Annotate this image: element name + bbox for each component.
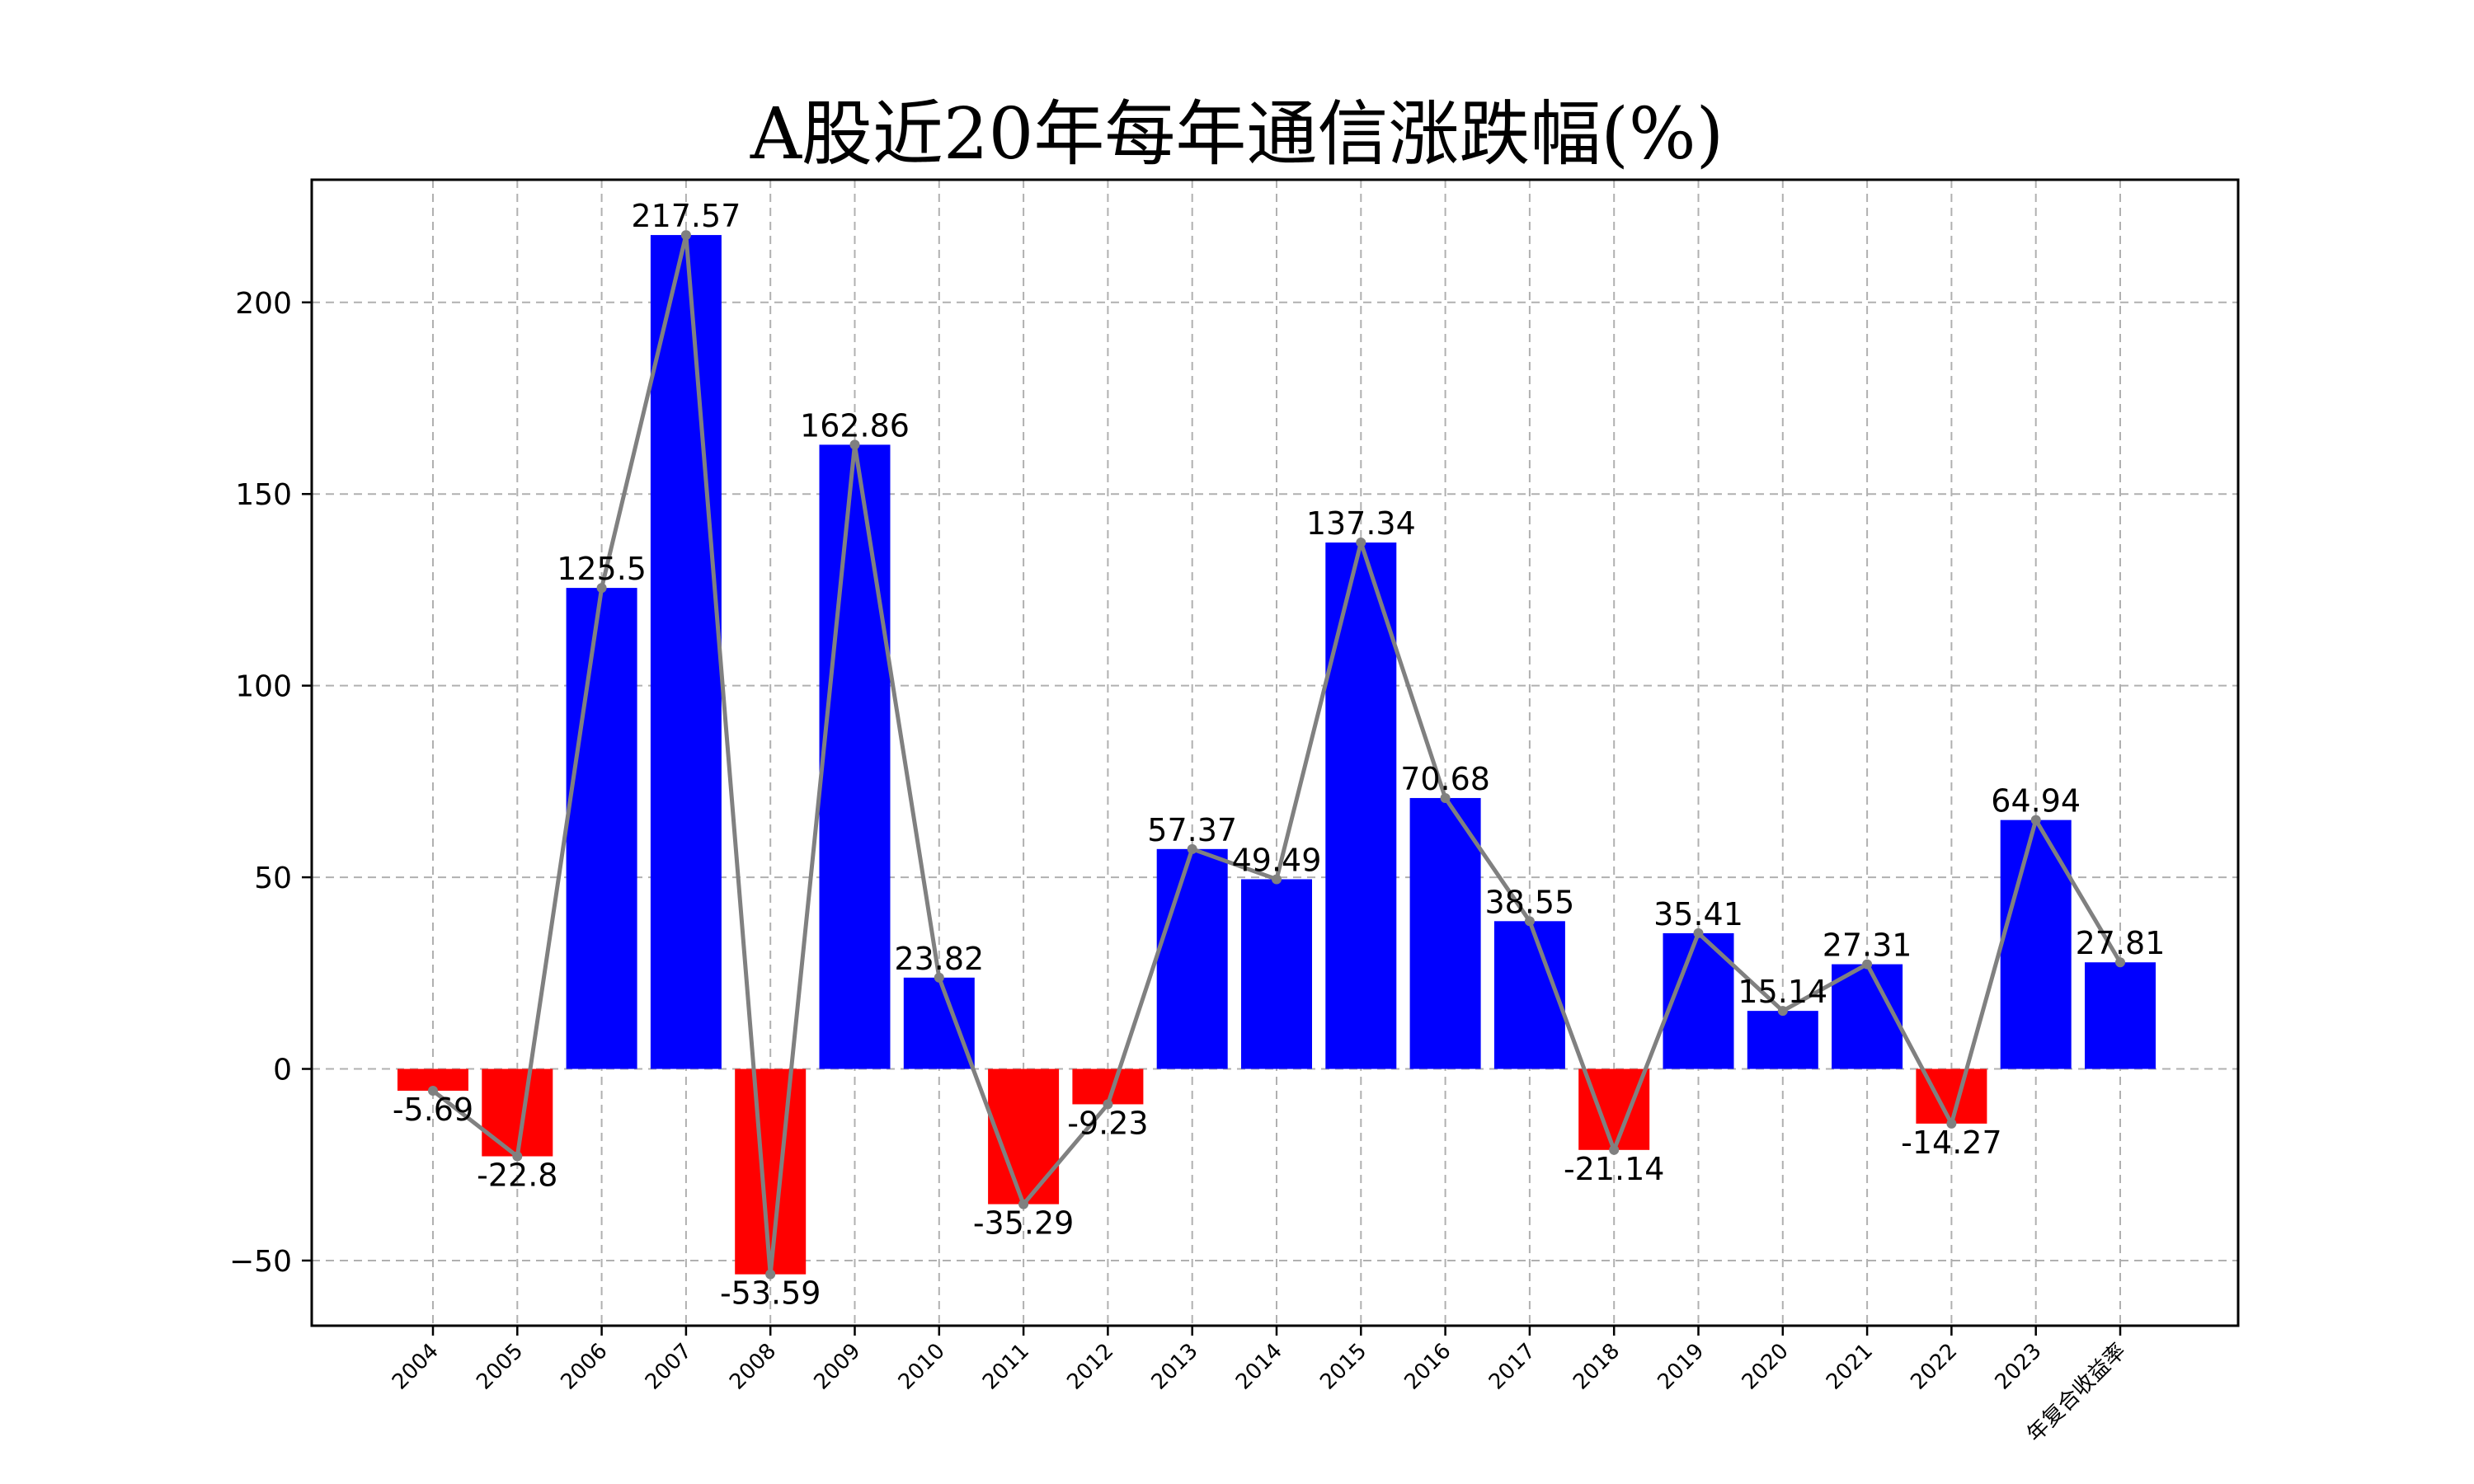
x-tick-label: 2020: [1738, 1339, 1794, 1395]
data-label: 49.49: [1232, 842, 1322, 878]
data-label: 137.34: [1306, 505, 1416, 542]
data-label: -14.27: [1901, 1125, 2002, 1161]
data-label: 125.5: [557, 551, 647, 587]
trend-point: [934, 972, 944, 983]
data-label: 38.55: [1485, 884, 1575, 920]
data-label: 23.82: [894, 941, 984, 977]
bar-2016: [1409, 797, 1481, 1069]
x-tick-label: 2005: [472, 1339, 528, 1395]
x-tick-label: 2021: [1822, 1339, 1878, 1395]
bar-年复合收益率: [2085, 962, 2156, 1069]
x-tick-label: 2015: [1315, 1339, 1371, 1395]
x-tick-label: 2017: [1484, 1339, 1540, 1395]
x-tick-label: 2016: [1400, 1339, 1456, 1395]
x-tick-label: 2018: [1569, 1339, 1625, 1395]
trend-point: [765, 1269, 776, 1280]
bar-2009: [819, 444, 891, 1069]
bar-2008: [735, 1068, 807, 1275]
y-tick-label: −50: [229, 1245, 292, 1279]
bar-2023: [2000, 819, 2072, 1069]
trend-point: [1693, 928, 1704, 938]
x-tick-label: 2019: [1653, 1339, 1709, 1395]
trend-point: [1946, 1118, 1957, 1129]
trend-point: [1524, 916, 1535, 927]
data-label: 27.81: [2076, 925, 2166, 961]
data-label: 27.31: [1823, 928, 1912, 964]
chart-title: A股近20年每年通信涨跌幅(%): [750, 93, 1724, 176]
data-label: 162.86: [800, 407, 910, 444]
data-label: 15.14: [1738, 974, 1827, 1010]
bar-2006: [566, 588, 637, 1069]
trend-point: [596, 583, 607, 594]
trend-point: [1777, 1006, 1788, 1017]
trend-point: [2115, 957, 2125, 968]
x-tick-label: 2008: [725, 1339, 781, 1395]
trend-point: [1440, 792, 1451, 803]
axes-frame: [310, 178, 2240, 1327]
trend-point: [2030, 815, 2041, 825]
data-label: 217.57: [631, 198, 741, 234]
x-tick-label: 2011: [978, 1339, 1034, 1395]
trend-point: [428, 1085, 438, 1096]
data-label: 64.94: [1991, 783, 2081, 819]
bar-layer: [397, 235, 2156, 1275]
bar-2020: [1747, 1011, 1818, 1069]
bar-2014: [1241, 879, 1312, 1069]
x-tick-label: 2004: [388, 1339, 444, 1395]
bar-2013: [1156, 848, 1228, 1069]
data-label: -21.14: [1564, 1151, 1665, 1187]
x-tick-label: 2007: [641, 1339, 697, 1395]
data-label: -35.29: [973, 1205, 1075, 1242]
y-tick-label: 150: [235, 478, 292, 512]
bar-2007: [650, 235, 722, 1069]
x-tick-label: 2023: [1991, 1339, 2047, 1395]
trend-point: [1103, 1099, 1113, 1110]
x-tick-label: 2013: [1147, 1339, 1203, 1395]
trend-point: [680, 230, 691, 241]
trend-point: [512, 1151, 523, 1162]
line-layer: [428, 230, 2125, 1280]
y-tick-label: 50: [254, 862, 292, 895]
x-tick-label: 2010: [894, 1339, 950, 1395]
x-tick-label: 2012: [1062, 1339, 1118, 1395]
x-tick-label: 2006: [557, 1339, 613, 1395]
data-label: -22.8: [477, 1158, 557, 1194]
trend-point: [1272, 874, 1282, 885]
trend-point: [1187, 843, 1197, 854]
y-tick-label: 100: [235, 670, 292, 704]
trend-point: [1356, 538, 1366, 548]
bar-2005: [482, 1068, 553, 1157]
bar-2021: [1832, 964, 1903, 1069]
bar-2017: [1493, 921, 1565, 1069]
x-tick-label: 2009: [809, 1339, 865, 1395]
bar-2010: [903, 977, 975, 1069]
data-label: 35.41: [1653, 896, 1743, 932]
trend-point: [849, 439, 860, 450]
data-label: -53.59: [720, 1275, 821, 1312]
y-tick-label: 0: [273, 1054, 292, 1087]
data-label: 70.68: [1400, 761, 1490, 797]
trend-point: [1609, 1144, 1620, 1155]
y-tick-label: 200: [235, 287, 292, 321]
data-label-layer: -5.69-22.8 125.5 217.57 -53.59 162.86 23.82 -3…: [393, 198, 2166, 1312]
trend-point: [1018, 1199, 1029, 1209]
data-label: 57.37: [1147, 812, 1237, 848]
data-label: -9.23: [1067, 1105, 1148, 1141]
trend-point: [1862, 959, 1873, 970]
x-tick-label: 2014: [1231, 1339, 1287, 1395]
x-tick-label: 2022: [1906, 1339, 1962, 1395]
data-label: -5.69: [393, 1092, 473, 1128]
